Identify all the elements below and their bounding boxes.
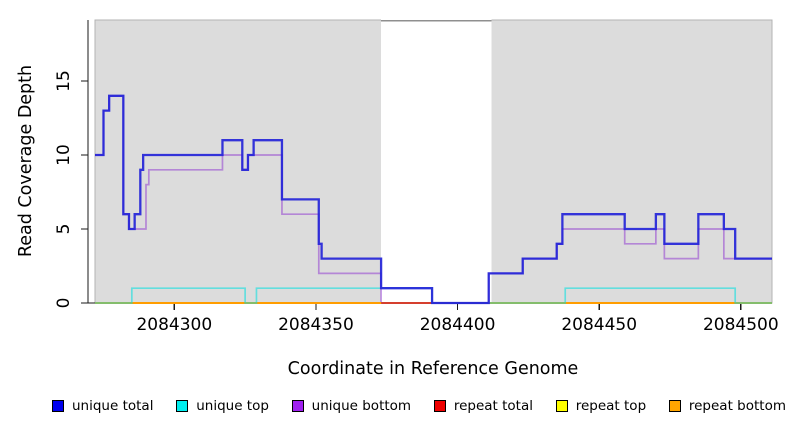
y-tick-label: 15 — [54, 70, 74, 92]
x-tick-label: 2084500 — [702, 315, 779, 335]
legend-item-unique-bottom: unique bottom — [291, 398, 412, 414]
legend-swatch — [176, 400, 189, 412]
series-unique-top — [95, 287, 772, 304]
legend: unique total unique top unique bottom repea… — [52, 398, 786, 414]
legend-item-repeat-top: repeat top — [555, 398, 647, 414]
legend-swatch — [433, 400, 446, 412]
y-tick-label: 5 — [54, 223, 74, 235]
plot-canvas — [81, 19, 773, 310]
y-tick-label: 0 — [54, 297, 74, 309]
legend-item-unique-top: unique top — [176, 398, 269, 414]
x-axis-title: Coordinate in Reference Genome — [287, 359, 579, 379]
legend-label: unique top — [196, 398, 269, 414]
legend-swatch — [668, 400, 681, 412]
y-tick-label: 10 — [54, 144, 74, 166]
legend-item-repeat-total: repeat total — [433, 398, 533, 414]
legend-label: unique bottom — [311, 398, 412, 414]
x-tick-label: 2084300 — [136, 315, 213, 335]
legend-item-repeat-bottom: repeat bottom — [668, 398, 786, 414]
legend-label: repeat total — [453, 398, 533, 414]
legend-item-unique-total: unique total — [52, 398, 153, 414]
series-unique-total — [95, 94, 772, 305]
x-tick-label: 2084350 — [278, 315, 354, 335]
y-axis-title: Read Coverage Depth — [16, 64, 36, 258]
legend-swatch — [555, 400, 568, 412]
legend-swatch — [52, 400, 64, 412]
legend-label: repeat top — [575, 398, 647, 414]
legend-label: repeat bottom — [688, 398, 786, 414]
masked-region-band — [381, 19, 492, 303]
legend-label: unique total — [72, 398, 154, 414]
x-tick-label: 2084400 — [419, 315, 496, 335]
x-tick-label: 2084450 — [561, 315, 638, 335]
legend-swatch — [291, 400, 304, 412]
